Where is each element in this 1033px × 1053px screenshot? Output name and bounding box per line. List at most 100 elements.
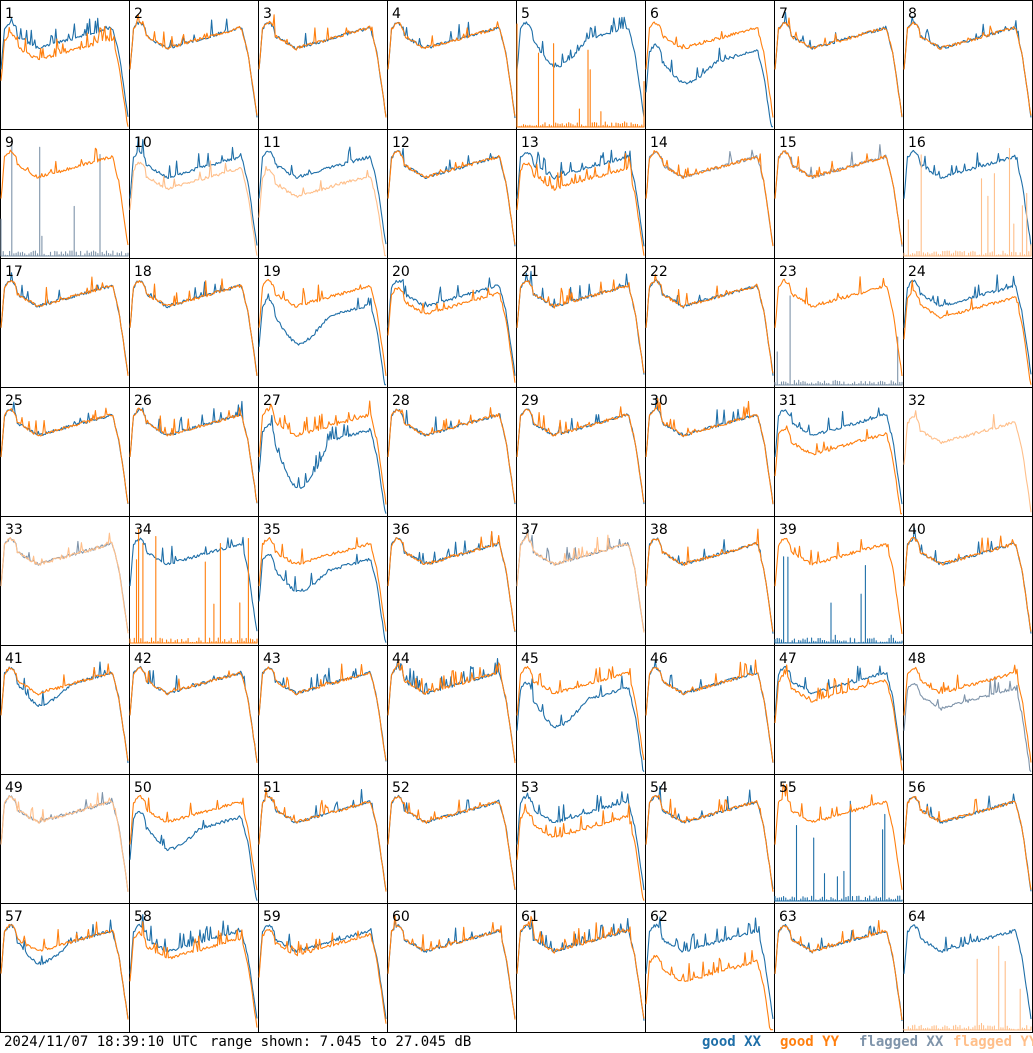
series-yy-line (129, 921, 258, 1028)
panel-label: 30 (650, 393, 668, 409)
series-yy-line (516, 665, 645, 761)
panel-49: 49 (0, 774, 130, 904)
series-yy-line (516, 152, 645, 256)
panel-42: 42 (129, 645, 259, 775)
series-yy-line (516, 532, 645, 633)
panel-frame (129, 774, 259, 904)
panel-label: 21 (521, 264, 539, 280)
series-yy-line (516, 406, 645, 503)
panel-frame (516, 903, 646, 1033)
panel-frame (774, 0, 904, 130)
panel-label: 35 (263, 522, 281, 538)
panel-label: 25 (5, 393, 23, 409)
series-yy-line (774, 537, 903, 634)
panel-label: 32 (908, 393, 926, 409)
panel-30: 30 (645, 387, 775, 517)
series-yy-line (387, 407, 516, 503)
panel-label: 42 (134, 651, 152, 667)
series-xx-line (774, 665, 903, 761)
panel-label: 63 (779, 909, 797, 925)
panel-frame (129, 903, 259, 1033)
panel-16: 16 (903, 129, 1033, 259)
panel-46: 46 (645, 645, 775, 775)
panel-frame (129, 387, 259, 517)
panel-5: 5 (516, 0, 646, 130)
series-yy-line (645, 274, 774, 374)
panel-23: 23 (774, 258, 904, 388)
panel-label: 33 (5, 522, 23, 538)
series-yy-line (645, 659, 774, 763)
series-xx-line (645, 43, 773, 128)
panel-frame (387, 516, 517, 646)
panel-frame (645, 258, 775, 388)
panel-12: 12 (387, 129, 517, 259)
panel-55: 55 (774, 774, 904, 904)
series-yy-line (0, 147, 129, 246)
series-yy-line (645, 397, 774, 505)
series-yy-line (516, 23, 645, 128)
panel-32: 32 (903, 387, 1033, 517)
panel-frame (516, 0, 646, 130)
panel-frame (903, 774, 1033, 904)
series-yy-line (774, 17, 903, 117)
series-xx-line (129, 280, 258, 376)
series-xx-line (129, 810, 258, 901)
series-yy-line (645, 528, 774, 632)
panel-frame (774, 903, 904, 1033)
panel-label: 45 (521, 651, 539, 667)
panel-label: 14 (650, 135, 668, 151)
series-yy-line (0, 276, 129, 376)
series-yy-line (0, 792, 129, 892)
panel-22: 22 (645, 258, 775, 388)
panel-frame (258, 129, 388, 259)
timestamp-label: 2024/11/07 18:39:10 UTC (4, 1034, 198, 1050)
panel-52: 52 (387, 774, 517, 904)
panel-frame (516, 774, 646, 904)
series-yy-line (645, 21, 774, 118)
series-xx-line (774, 800, 903, 902)
panel-label: 31 (779, 393, 797, 409)
panel-label: 17 (5, 264, 23, 280)
panel-frame (645, 387, 775, 517)
panel-4: 4 (387, 0, 517, 130)
panel-label: 53 (521, 780, 539, 796)
panel-label: 28 (392, 393, 410, 409)
series-xx-line (774, 295, 903, 386)
series-xx-line (258, 146, 387, 245)
panel-label: 1 (5, 6, 14, 22)
series-yy-line (645, 794, 774, 892)
series-yy-line (903, 945, 1032, 1031)
panel-35: 35 (258, 516, 388, 646)
panel-51: 51 (258, 774, 388, 904)
series-yy-line (129, 160, 258, 256)
series-xx-line (129, 536, 258, 632)
panel-frame (387, 0, 517, 130)
panel-frame (0, 516, 130, 646)
series-yy-line (387, 659, 516, 764)
panel-label: 60 (392, 909, 410, 925)
series-xx-line (903, 924, 1032, 1020)
series-xx-line (516, 16, 645, 118)
range-label: range shown: 7.045 to 27.045 dB (210, 1034, 472, 1050)
series-yy-line (774, 919, 903, 1021)
panel-label: 27 (263, 393, 281, 409)
panel-label: 19 (263, 264, 281, 280)
panel-frame (129, 129, 259, 259)
panel-label: 15 (779, 135, 797, 151)
panel-39: 39 (774, 516, 904, 646)
series-xx-line (258, 924, 387, 1020)
panel-label: 13 (521, 135, 539, 151)
series-yy-line (903, 279, 1032, 385)
panel-label: 49 (5, 780, 23, 796)
panel-label: 5 (521, 6, 530, 22)
series-yy-line (129, 666, 258, 763)
series-xx-line (387, 408, 516, 505)
panel-frame (645, 0, 775, 130)
panel-50: 50 (129, 774, 259, 904)
series-xx-line (0, 17, 129, 117)
panel-frame (129, 258, 259, 388)
panel-frame (516, 387, 646, 517)
panel-frame (903, 258, 1033, 388)
panel-48: 48 (903, 645, 1033, 775)
panel-frame (645, 516, 775, 646)
